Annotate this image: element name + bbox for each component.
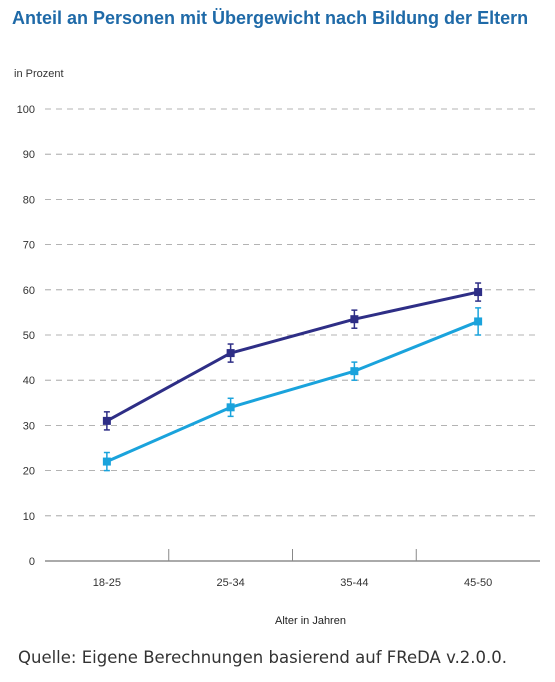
data-point [474, 317, 483, 326]
y-tick-label: 50 [23, 330, 35, 342]
data-point [226, 349, 235, 358]
data-point [474, 288, 483, 297]
y-tick-label: 40 [23, 375, 35, 387]
data-point [102, 416, 111, 425]
data-point [350, 367, 359, 376]
y-tick-label: 10 [23, 511, 35, 523]
data-point [350, 315, 359, 324]
y-tick-label: 60 [23, 285, 35, 297]
y-tick-label: 0 [29, 556, 35, 568]
y-tick-label: 20 [23, 466, 35, 478]
line-chart: 0 10 20 30 40 50 60 70 80 90 100 18-25 25-34 35-44 45-… [17, 104, 540, 627]
x-tick-label: 45-50 [464, 577, 492, 589]
series-line [106, 290, 479, 423]
y-tick-label: 80 [23, 194, 35, 206]
series-line [106, 320, 479, 463]
data-point [102, 457, 111, 466]
y-tick-label: 70 [23, 240, 35, 252]
x-tick-label: 35-44 [340, 577, 368, 589]
y-tick-label: 90 [23, 149, 35, 161]
x-tick-label: 25-34 [217, 577, 245, 589]
source-note: Quelle: Eigene Berechnungen basierend au… [18, 648, 508, 667]
x-axis-label: Alter in Jahren [275, 615, 346, 627]
y-tick-label: 30 [23, 420, 35, 432]
y-tick-label: 100 [17, 104, 35, 116]
x-tick-label: 18-25 [93, 577, 121, 589]
data-point [226, 403, 235, 412]
chart-title: Anteil an Personen mit Übergewicht nach … [12, 8, 529, 28]
y-axis-label: in Prozent [14, 68, 64, 80]
